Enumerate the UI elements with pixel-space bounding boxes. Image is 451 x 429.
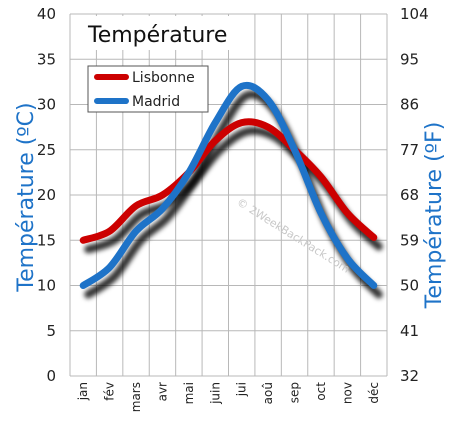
legend-label-lisbonne: Lisbonne bbox=[132, 70, 195, 86]
y-tick-label: 30 bbox=[37, 96, 56, 114]
y-tick-label: 5 bbox=[46, 322, 56, 340]
legend-box bbox=[87, 65, 209, 113]
y-tick-label: 35 bbox=[37, 50, 56, 68]
y2-tick-label: 86 bbox=[400, 96, 419, 114]
y2-tick-label: 59 bbox=[400, 231, 419, 249]
x-tick-label: mars bbox=[129, 382, 143, 412]
x-tick-label: sep bbox=[288, 382, 302, 403]
y-tick-label: 15 bbox=[37, 231, 56, 249]
y2-tick-label: 95 bbox=[400, 50, 419, 68]
x-axis-ticks: jan fév mars avr mai juin jui aoû sep oct nov déc bbox=[76, 382, 381, 413]
x-tick-label: avr bbox=[155, 382, 169, 401]
x-tick-label: juin bbox=[208, 382, 222, 405]
chart-title: Température bbox=[87, 23, 227, 48]
x-tick-label: jui bbox=[235, 382, 249, 397]
y-tick-label: 20 bbox=[37, 186, 56, 204]
y2-tick-label: 104 bbox=[400, 5, 429, 23]
x-tick-label: oct bbox=[314, 382, 328, 401]
y2-tick-label: 68 bbox=[400, 186, 419, 204]
y-tick-label: 25 bbox=[37, 141, 56, 159]
x-tick-label: déc bbox=[367, 382, 381, 404]
x-tick-label: fév bbox=[103, 382, 117, 401]
y2-tick-label: 50 bbox=[400, 277, 419, 295]
x-tick-label: aoû bbox=[261, 382, 275, 404]
series-lines bbox=[79, 81, 378, 289]
y-axis-right-title: Température (ºF) bbox=[422, 122, 447, 310]
y-axis-left-ticks: 0 5 10 15 20 25 30 35 40 bbox=[37, 5, 56, 385]
title-box bbox=[78, 16, 234, 50]
x-tick-label: mai bbox=[182, 382, 196, 404]
y-axis-right-ticks: 32 41 50 59 68 77 86 95 104 bbox=[400, 5, 429, 385]
series-line-lisbonne bbox=[79, 118, 378, 244]
y2-tick-label: 32 bbox=[400, 367, 419, 385]
legend-label-madrid: Madrid bbox=[132, 94, 180, 110]
y2-tick-label: 77 bbox=[400, 141, 419, 159]
y-tick-label: 10 bbox=[37, 277, 56, 295]
y2-tick-label: 41 bbox=[400, 322, 419, 340]
x-tick-label: nov bbox=[340, 382, 354, 404]
y-tick-label: 40 bbox=[37, 5, 56, 23]
x-tick-label: jan bbox=[76, 382, 90, 401]
y-axis-left-title: Température (ºC) bbox=[14, 102, 39, 292]
y-tick-label: 0 bbox=[46, 367, 56, 385]
legend: Lisbonne Madrid bbox=[87, 65, 209, 113]
series-line-madrid bbox=[79, 81, 378, 289]
